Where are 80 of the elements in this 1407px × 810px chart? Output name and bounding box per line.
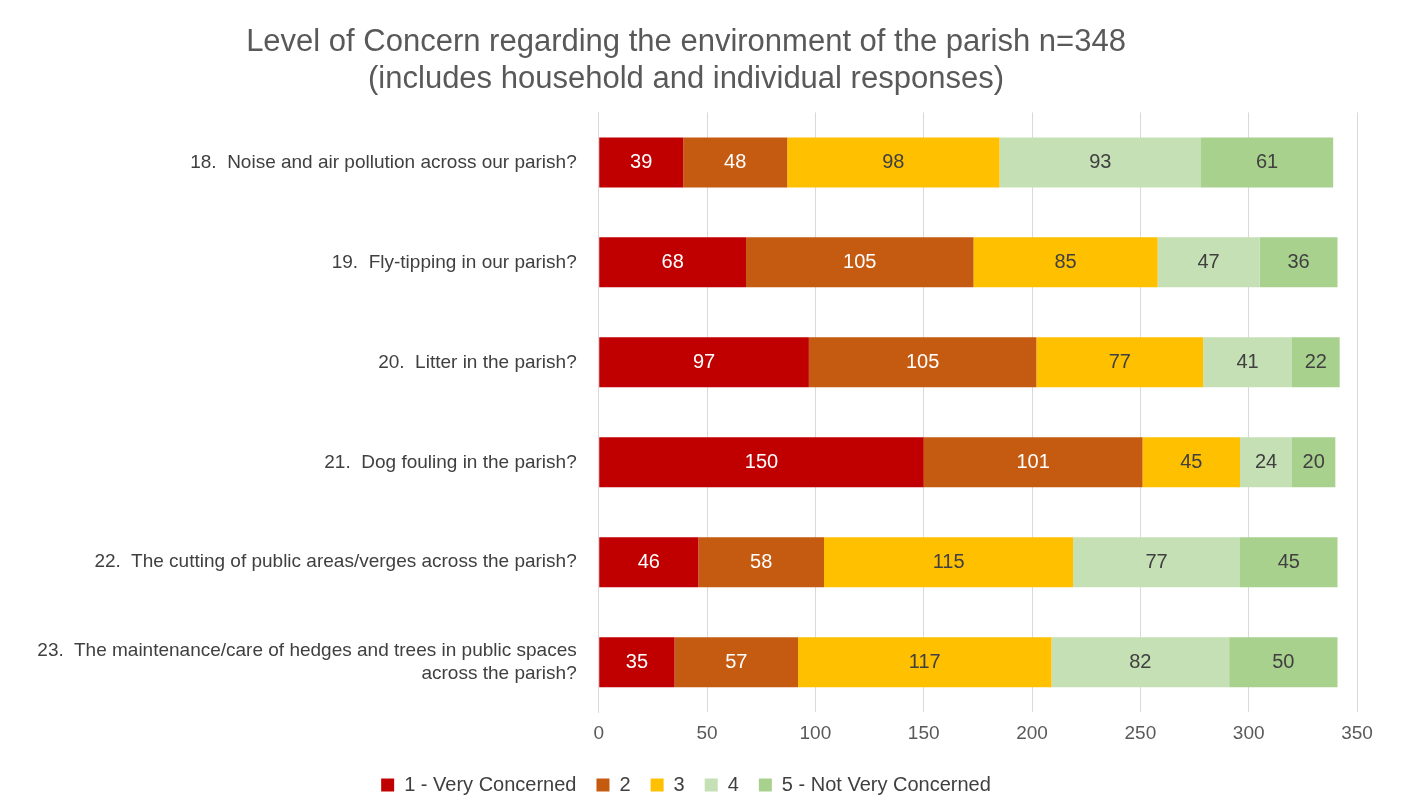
data-label: 93 — [1089, 149, 1112, 172]
data-label: 45 — [1277, 549, 1300, 572]
bar — [1142, 437, 1241, 488]
bar — [599, 437, 924, 488]
bar — [599, 237, 747, 288]
data-label: 85 — [1054, 249, 1077, 272]
legend-label: 2 — [619, 772, 631, 795]
data-label: 58 — [750, 549, 773, 572]
data-label: 45 — [1180, 449, 1203, 472]
data-label: 22 — [1304, 349, 1327, 372]
legend-label: 3 — [673, 772, 685, 795]
y-tick-label: 18. Noise and air pollution across our parish? — [190, 150, 577, 172]
data-label: 46 — [637, 549, 660, 572]
bar — [1292, 437, 1336, 488]
bar — [923, 437, 1143, 488]
bar — [683, 137, 788, 188]
x-tick-label: 50 — [696, 721, 718, 743]
data-label: 57 — [725, 649, 748, 672]
data-label: 36 — [1287, 249, 1310, 272]
bar — [1203, 337, 1293, 388]
data-label: 50 — [1272, 649, 1295, 672]
data-label: 77 — [1108, 349, 1131, 372]
legend-label: 4 — [727, 772, 739, 795]
data-label: 35 — [625, 649, 649, 672]
data-label: 150 — [744, 449, 779, 472]
bar — [746, 237, 974, 288]
bar — [599, 137, 684, 188]
bar — [1229, 637, 1338, 688]
y-tick-label: 19. Fly-tipping in our parish? — [331, 250, 577, 272]
data-label: 39 — [630, 149, 653, 172]
data-label: 68 — [661, 249, 684, 272]
bar — [599, 337, 809, 388]
data-label: 105 — [843, 249, 877, 272]
bar — [787, 137, 1000, 188]
chart-title: Level of Concern regarding the environment of the parish n=348 (includes household and individual responses) — [246, 23, 1126, 96]
bar — [798, 637, 1052, 688]
bar — [599, 637, 675, 688]
data-label: 47 — [1197, 249, 1220, 272]
bar — [808, 337, 1037, 388]
data-label: 48 — [724, 149, 747, 172]
x-tick-label: 250 — [1124, 721, 1157, 743]
bar — [1036, 337, 1204, 388]
x-tick-label: 100 — [799, 721, 832, 743]
bar — [1201, 137, 1334, 188]
data-label: 117 — [908, 649, 941, 672]
bar — [1240, 437, 1293, 488]
bar — [698, 537, 825, 588]
bar — [1073, 537, 1241, 588]
bar — [1157, 237, 1260, 288]
y-tick-label: 23. The maintenance/care of hedges and trees in public spaces across the parish? — [37, 639, 577, 683]
data-label: 77 — [1145, 549, 1168, 572]
bar — [973, 237, 1158, 288]
legend-label: 1 - Very Concerned — [404, 772, 577, 795]
x-tick-label: 0 — [593, 721, 605, 743]
y-tick-label: 22. The cutting of public areas/verges across the parish? — [94, 550, 577, 572]
bar — [1240, 537, 1338, 588]
bar — [999, 137, 1202, 188]
bar — [1292, 337, 1340, 388]
bar — [824, 537, 1074, 588]
y-tick-label: 21. Dog fouling in the parish? — [324, 450, 577, 472]
data-label: 61 — [1255, 149, 1279, 172]
data-label: 24 — [1254, 449, 1278, 472]
data-label: 115 — [932, 549, 965, 572]
data-label: 97 — [692, 349, 716, 372]
data-label: 41 — [1236, 349, 1259, 372]
x-tick-label: 150 — [907, 721, 940, 743]
data-label: 105 — [905, 349, 940, 372]
x-tick-label: 350 — [1341, 721, 1373, 743]
data-label: 101 — [1016, 449, 1050, 472]
data-label: 20 — [1302, 449, 1325, 472]
bar — [1051, 637, 1230, 688]
y-tick-label: 20. Litter in the parish? — [378, 350, 577, 372]
x-tick-label: 200 — [1016, 721, 1048, 743]
bar — [1259, 237, 1338, 288]
bar — [599, 537, 699, 588]
x-tick-label: 300 — [1232, 721, 1265, 743]
data-label: 98 — [882, 149, 905, 172]
bar — [674, 637, 799, 688]
data-label: 82 — [1129, 649, 1152, 672]
legend-label: 5 - Not Very Concerned — [781, 772, 991, 795]
